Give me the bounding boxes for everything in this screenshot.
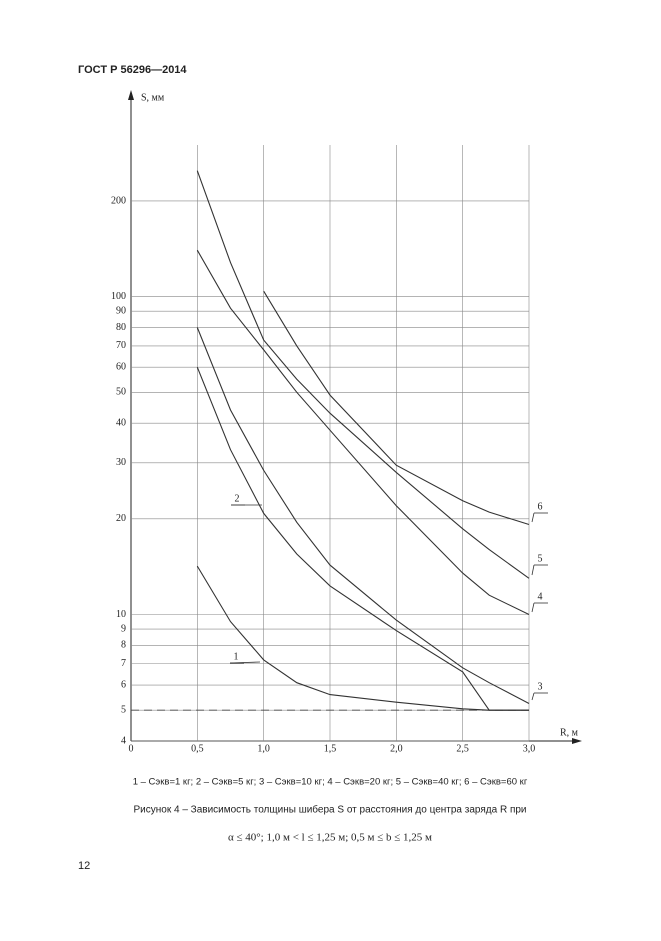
caption: Рисунок 4 – Зависимость толщины шибера S… [133,804,526,816]
y-tick-label: 5 [121,704,126,715]
header-title: ГОСТ Р 56296—2014 [78,64,187,76]
y-tick-label: 9 [121,623,126,634]
y-tick-label: 50 [116,387,126,398]
y-tick-label: 100 [111,291,126,302]
y-tick-label: 200 [111,195,126,206]
curve [196,327,530,704]
series-label: 5 [538,553,543,564]
page-number: 12 [78,860,90,872]
series-label: 1 [234,651,239,662]
y-tick-label: 4 [121,735,126,746]
y-tick-label: 40 [116,417,126,428]
legend-text: 1 – Cэкв=1 кг; 2 – Cэкв=5 кг; 3 – Cэкв=1… [133,777,528,788]
x-tick-label: 1,5 [324,743,337,754]
y-tick-label: 6 [121,679,126,690]
x-tick-label: 0,5 [191,743,204,754]
curve [196,170,530,579]
y-tick-label: 80 [116,322,126,333]
curve [263,290,530,526]
formula: α ≤ 40°; 1,0 м < l ≤ 1,25 м; 0,5 м ≤ b ≤… [228,832,432,844]
y-tick-label: 90 [116,305,126,316]
y-arrow [128,90,134,100]
series-label: 3 [538,681,543,692]
leader-line [531,512,535,523]
curve [196,366,529,711]
y-tick-label: 20 [116,513,126,524]
x-axis-label: R, м [560,727,579,738]
y-tick-label: 70 [116,340,126,351]
x-tick-label: 3,0 [523,743,536,754]
y-axis-label: S, мм [141,92,165,103]
series-label: 6 [538,501,543,512]
x-tick-label: 2,0 [390,743,403,754]
x-arrow [572,738,582,744]
y-tick-label: 60 [116,361,126,372]
leader-line [531,602,535,613]
y-tick-label: 30 [116,457,126,468]
curve [196,249,530,615]
x-tick-label: 2,5 [456,743,469,754]
y-tick-label: 8 [121,640,126,651]
y-tick-label: 10 [116,609,126,620]
leader-line [531,692,535,701]
series-label: 2 [235,493,240,504]
leader-line [531,564,535,576]
x-tick-label: 1,0 [257,743,270,754]
y-tick-label: 7 [121,658,126,669]
curve [196,565,529,711]
x-tick-label: 0 [129,743,134,754]
series-label: 4 [538,591,543,602]
